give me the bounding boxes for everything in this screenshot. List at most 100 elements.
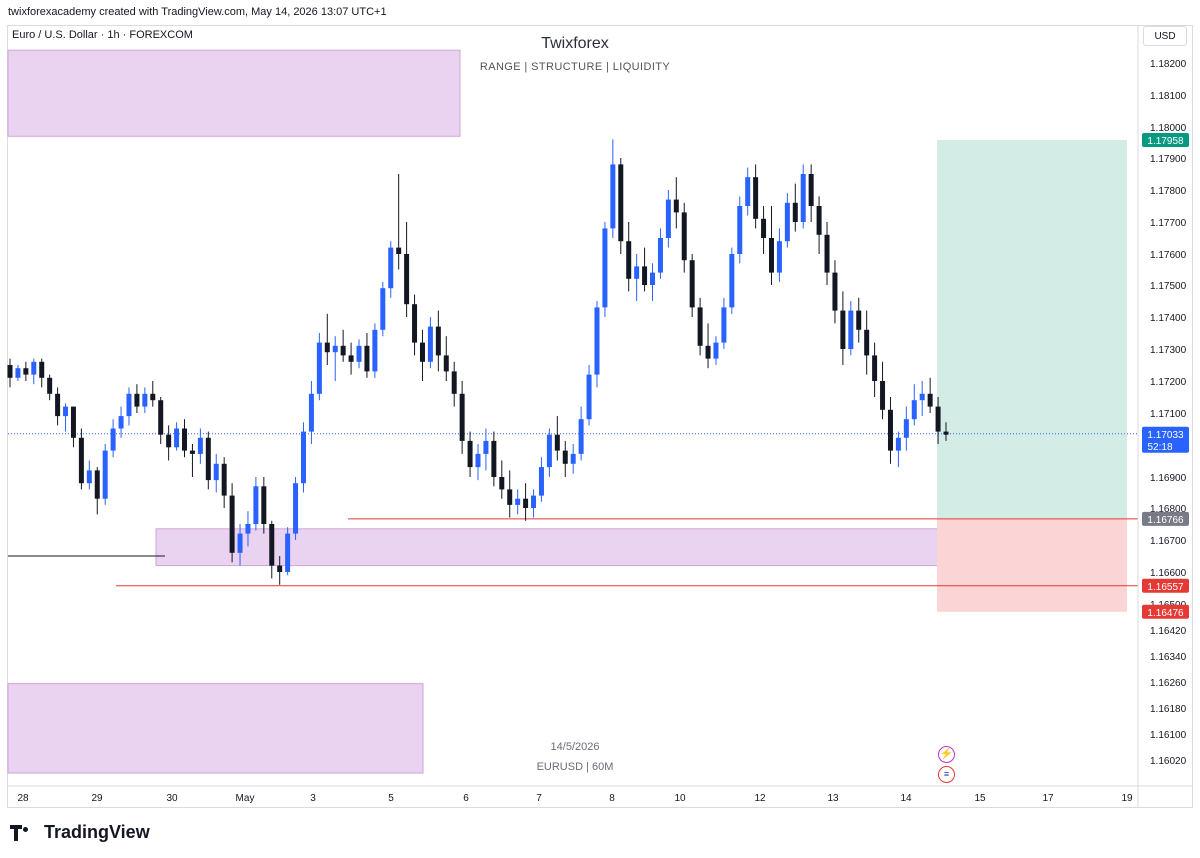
candle-body bbox=[332, 345, 338, 353]
candle-body bbox=[126, 393, 132, 417]
price-label-badge bbox=[1142, 426, 1189, 453]
candle-body bbox=[380, 288, 386, 330]
candle-body bbox=[15, 368, 21, 378]
candle-body bbox=[213, 463, 219, 481]
chart-attribution: twixforexacademy created with TradingVie… bbox=[8, 6, 387, 18]
long-position-tool bbox=[937, 140, 1127, 612]
candle-body bbox=[737, 206, 743, 254]
candle-body bbox=[816, 206, 822, 235]
candle-body bbox=[768, 238, 774, 273]
candle-body bbox=[848, 310, 854, 349]
candle-body bbox=[102, 450, 108, 499]
candle-body bbox=[261, 486, 267, 524]
time-tick-label: 15 bbox=[974, 793, 986, 804]
candle-body bbox=[943, 431, 949, 435]
price-tick-label: 1.16600 bbox=[1150, 568, 1187, 579]
price-tick-label: 1.17400 bbox=[1150, 313, 1187, 324]
tradingview-logo-text: TradingView bbox=[44, 822, 150, 842]
position-target-area bbox=[937, 140, 1127, 519]
candle-body bbox=[626, 241, 632, 279]
candle-body bbox=[308, 393, 314, 432]
candle-body bbox=[784, 202, 790, 242]
time-axis: 28 29 30 May 3 5 6 7 8 10 12 13 14 15 17 19 bbox=[8, 785, 1192, 804]
candle-body bbox=[300, 431, 306, 484]
candle-body bbox=[642, 266, 648, 285]
currency-button[interactable]: USD bbox=[1143, 26, 1187, 46]
price-tick-label: 1.16340 bbox=[1150, 652, 1187, 663]
watermark-symbol: EURUSD | 60M bbox=[536, 761, 614, 773]
time-tick-label: 12 bbox=[754, 793, 766, 804]
candle-body bbox=[348, 355, 354, 362]
price-label-badge bbox=[1142, 578, 1189, 593]
time-tick-label: 3 bbox=[310, 793, 316, 804]
time-tick-label: 19 bbox=[1121, 793, 1133, 804]
candle-body bbox=[419, 342, 425, 362]
candle-body bbox=[689, 260, 695, 308]
countdown-label: 52:18 bbox=[1147, 442, 1172, 453]
candle-body bbox=[293, 483, 299, 534]
candle-body bbox=[753, 177, 759, 219]
price-tick-label: 1.18100 bbox=[1150, 91, 1187, 102]
candle-body bbox=[245, 524, 251, 534]
candle-body bbox=[808, 174, 814, 206]
price-tick-label: 1.17300 bbox=[1150, 345, 1187, 356]
price-tick-label: 1.17700 bbox=[1150, 218, 1187, 229]
time-tick-label: 8 bbox=[609, 793, 615, 804]
candles bbox=[7, 139, 949, 585]
candle-body bbox=[919, 393, 925, 401]
time-tick-label: 5 bbox=[388, 793, 394, 804]
candle-body bbox=[94, 470, 100, 499]
candle-body bbox=[39, 361, 45, 378]
chart-frame bbox=[7, 25, 1193, 808]
us-flag-event-icon[interactable]: ≡ bbox=[938, 766, 955, 783]
time-tick-label: 7 bbox=[536, 793, 542, 804]
candle-body bbox=[657, 238, 663, 273]
time-tick-label: 13 bbox=[827, 793, 839, 804]
position-stop-area bbox=[937, 518, 1127, 612]
candle-body bbox=[562, 450, 568, 464]
candle-body bbox=[142, 393, 148, 407]
price-label-text: 1.16766 bbox=[1147, 515, 1184, 526]
candle-body bbox=[182, 428, 188, 451]
candle-body bbox=[364, 345, 370, 372]
watermark-date: 14/5/2026 bbox=[550, 741, 600, 753]
candle-body bbox=[237, 533, 243, 553]
candle-body bbox=[578, 419, 584, 454]
price-label-text: 1.17033 bbox=[1147, 430, 1184, 441]
candle-body bbox=[618, 164, 624, 242]
price-tick-label: 1.17600 bbox=[1150, 250, 1187, 261]
candle-body bbox=[713, 342, 719, 359]
candle-body bbox=[110, 428, 116, 451]
price-label-badge bbox=[1142, 133, 1189, 148]
lightning-event-icon[interactable]: ⚡ bbox=[938, 746, 955, 763]
candle-body bbox=[412, 304, 418, 343]
time-tick-label: May bbox=[236, 793, 255, 804]
candle-body bbox=[761, 218, 767, 238]
candle-body bbox=[673, 199, 679, 213]
symbol-title[interactable]: Euro / U.S. Dollar · 1h · FOREXCOM bbox=[12, 29, 193, 41]
candle-body bbox=[435, 326, 441, 356]
candle-body bbox=[340, 345, 346, 356]
price-tick-label: 1.17100 bbox=[1150, 409, 1187, 420]
price-tick-label: 1.16420 bbox=[1150, 626, 1187, 637]
candle-body bbox=[507, 489, 513, 505]
tradingview-logo[interactable]: TradingView bbox=[10, 822, 150, 843]
price-label-badge bbox=[1142, 604, 1189, 619]
candle-body bbox=[269, 524, 275, 566]
time-tick-label: 14 bbox=[900, 793, 912, 804]
candle-body bbox=[451, 371, 457, 394]
candle-body bbox=[745, 177, 751, 206]
time-tick-label: 30 bbox=[166, 793, 178, 804]
candle-body bbox=[499, 477, 505, 490]
candle-body bbox=[86, 470, 92, 484]
candle-body bbox=[404, 254, 410, 305]
candle-body bbox=[634, 266, 640, 279]
tradingview-logo-icon bbox=[10, 824, 40, 841]
candle-body bbox=[372, 329, 378, 372]
candle-body bbox=[840, 310, 846, 349]
candle-body bbox=[221, 463, 227, 496]
candle-body bbox=[427, 326, 433, 362]
price-tick-label: 1.17900 bbox=[1150, 154, 1187, 165]
candle-body bbox=[610, 164, 616, 229]
